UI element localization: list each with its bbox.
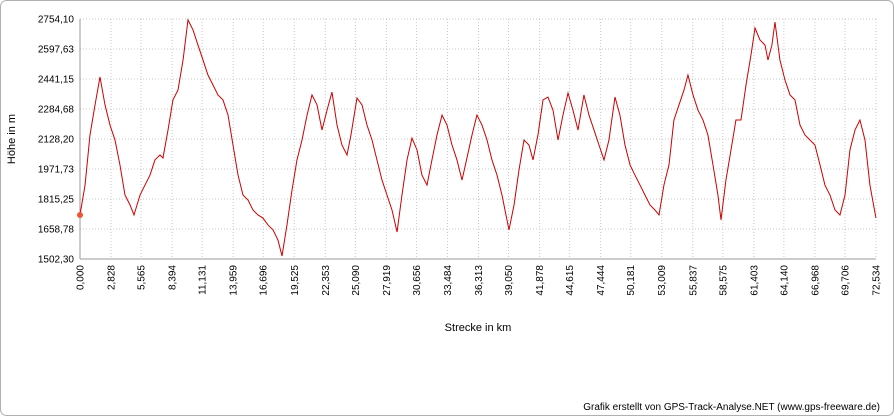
y-tick-label: 2128,20 — [38, 135, 75, 146]
y-tick-label: 1815,25 — [38, 195, 75, 206]
x-axis-label: Strecke in km — [445, 322, 512, 334]
x-tick-label: 36,313 — [474, 265, 485, 296]
x-tick-label: 2,828 — [107, 265, 118, 290]
footer: Grafik erstellt von GPS-Track-Analyse.NE… — [583, 402, 880, 413]
y-tick-label: 1502,30 — [38, 255, 75, 266]
x-tick-label: 33,484 — [443, 265, 454, 296]
x-tick-label: 44,615 — [565, 265, 576, 296]
x-tick-label: 0,000 — [76, 265, 87, 290]
x-tick-label: 64,140 — [779, 265, 790, 296]
start-point — [77, 211, 83, 218]
x-tick-label: 30,656 — [412, 265, 423, 296]
x-tick-label: 47,444 — [596, 265, 607, 296]
x-tick-label: 13,959 — [229, 265, 240, 296]
y-axis-label: Höhe in m — [6, 114, 18, 164]
y-tick-label: 2754,10 — [38, 15, 75, 26]
y-tick-label: 2597,63 — [38, 44, 75, 55]
x-tick-label: 55,837 — [688, 265, 699, 296]
y-tick-label: 2284,68 — [38, 104, 75, 115]
x-tick-label: 27,919 — [382, 265, 393, 296]
elevation-line — [79, 18, 877, 257]
x-tick-label: 53,009 — [657, 265, 668, 296]
x-tick-label: 72,534 — [872, 265, 883, 296]
y-tick-label: 1971,73 — [38, 164, 75, 175]
x-tick-label: 25,090 — [351, 265, 362, 296]
x-tick-label: 69,706 — [840, 265, 851, 296]
y-tick-label: 2441,15 — [38, 75, 75, 86]
x-tick-label: 58,575 — [718, 265, 729, 296]
x-tick-label: 5,565 — [137, 265, 148, 290]
x-tick-label: 66,968 — [810, 265, 821, 296]
x-tick-label: 11,131 — [198, 265, 209, 295]
x-tick-label: 61,403 — [749, 265, 760, 296]
x-tick-label: 39,050 — [504, 265, 515, 296]
x-tick-label: 19,525 — [290, 265, 301, 296]
x-tick-label: 16,696 — [259, 265, 270, 296]
x-tick-label: 50,181 — [626, 265, 637, 296]
y-tick-label: 1658,78 — [38, 224, 75, 235]
x-tick-label: 8,394 — [168, 265, 179, 290]
x-tick-label: 41,878 — [535, 265, 546, 296]
x-tick-label: 22,353 — [321, 265, 332, 296]
